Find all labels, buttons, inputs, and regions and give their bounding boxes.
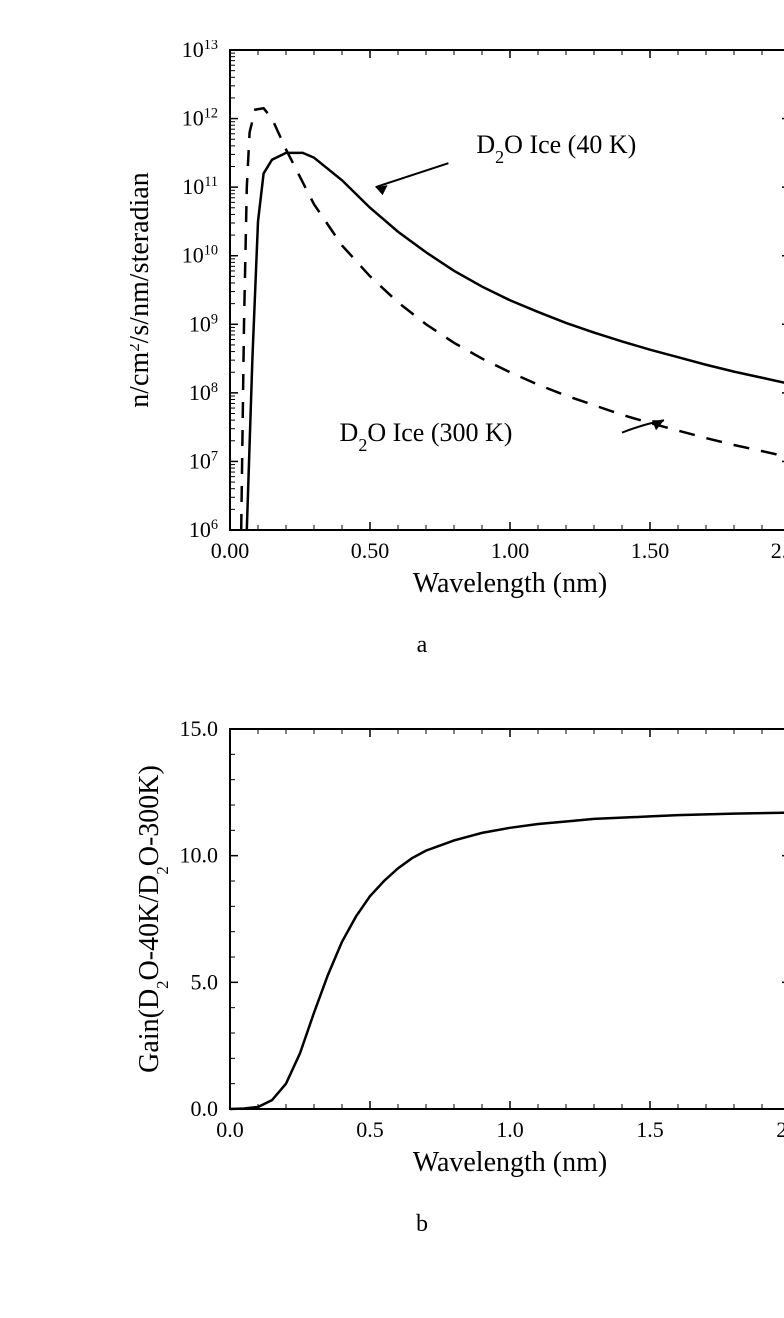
svg-text:1.50: 1.50 <box>631 538 670 563</box>
svg-text:1013: 1013 <box>182 40 218 62</box>
svg-text:1.00: 1.00 <box>491 538 530 563</box>
svg-text:Wavelength (nm): Wavelength (nm) <box>413 568 607 599</box>
figure-b: 0.00.51.01.52.00.05.010.015.0Wavelength … <box>20 719 764 1238</box>
svg-text:0.5: 0.5 <box>356 1117 384 1142</box>
svg-text:1010: 1010 <box>182 243 218 268</box>
plot-b-container: 0.00.51.01.52.00.05.010.015.0Wavelength … <box>130 719 764 1199</box>
subfig-label-a: a <box>80 632 764 659</box>
svg-text:1012: 1012 <box>182 106 218 131</box>
svg-text:15.0: 15.0 <box>180 719 219 741</box>
svg-text:2.00: 2.00 <box>771 538 784 563</box>
svg-text:0.0: 0.0 <box>191 1096 219 1121</box>
svg-text:0.0: 0.0 <box>216 1117 244 1142</box>
svg-text:2.0: 2.0 <box>776 1117 784 1142</box>
svg-text:n/cm2/s/nm/steradian: n/cm2/s/nm/steradian <box>130 172 155 407</box>
plot-b-svg: 0.0 0.5 1.0 1.5 2.0 0.0 5.0 10.0 15.0 Wavelength … <box>130 719 784 1199</box>
plot-a-container: 0.000.501.001.502.0010610710810910101011… <box>130 40 764 620</box>
svg-text:D2O Ice (300 K): D2O Ice (300 K) <box>340 418 513 455</box>
svg-text:107: 107 <box>189 448 218 473</box>
svg-text:5.0: 5.0 <box>191 969 219 994</box>
plot-a-svg: 0.000.501.001.502.0010610710810910101011… <box>130 40 784 620</box>
svg-text:0.50: 0.50 <box>351 538 390 563</box>
svg-text:109: 109 <box>189 311 218 336</box>
svg-text:1.5: 1.5 <box>636 1117 664 1142</box>
svg-text:108: 108 <box>189 380 218 405</box>
svg-text:10.0: 10.0 <box>180 843 219 868</box>
subfig-label-b: b <box>80 1211 764 1238</box>
svg-text:Wavelength (nm): Wavelength (nm) <box>413 1147 607 1178</box>
svg-text:D2O Ice (40 K): D2O Ice (40 K) <box>476 130 636 167</box>
figure-a: 0.000.501.001.502.0010610710810910101011… <box>20 40 764 659</box>
svg-text:0.00: 0.00 <box>211 538 250 563</box>
svg-text:Gain(D2O-40K/D2O-300K): Gain(D2O-40K/D2O-300K) <box>134 765 172 1073</box>
svg-text:1.0: 1.0 <box>496 1117 524 1142</box>
svg-text:1011: 1011 <box>182 174 218 199</box>
